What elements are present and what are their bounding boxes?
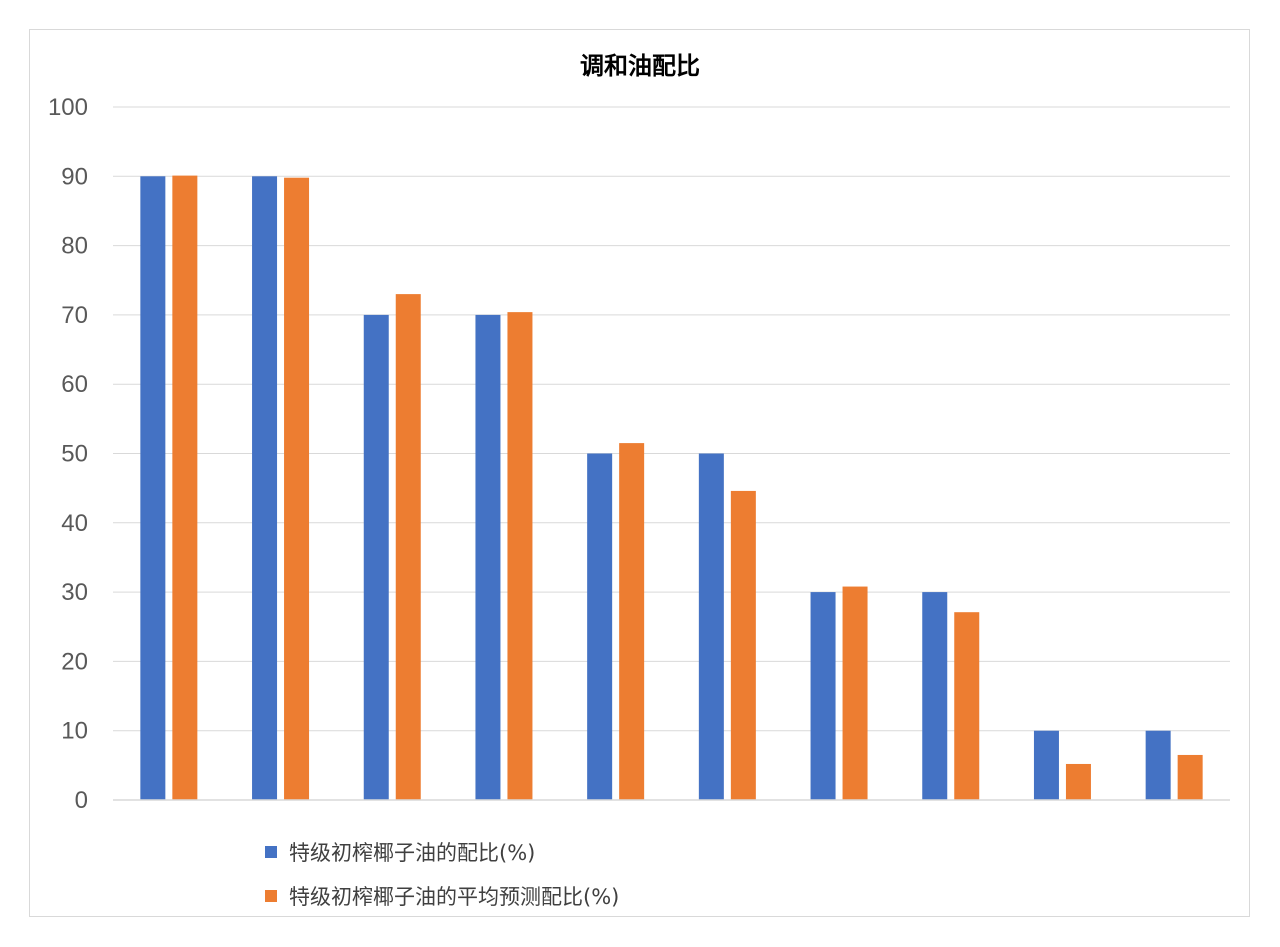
y-tick-label: 70	[61, 302, 88, 329]
y-axis-ticks: 0 10 20 30 40 50 60 70 80 90 100	[48, 94, 88, 814]
bar-series-1	[363, 314, 389, 800]
bar-series-1	[698, 453, 724, 800]
legend-item-series-2: 特级初榨椰子油的平均预测配比(%)	[265, 874, 619, 918]
bar-series-1	[1145, 730, 1171, 800]
bar-series-2	[1177, 754, 1203, 800]
y-tick-label: 10	[61, 718, 88, 745]
bar-series-1	[140, 176, 166, 801]
gridlines	[113, 106, 1230, 732]
y-tick-label: 40	[61, 510, 88, 537]
bar-series-2	[619, 443, 645, 800]
y-tick-label: 90	[61, 163, 88, 190]
y-tick-label: 30	[61, 579, 88, 606]
y-tick-label: 80	[61, 233, 88, 260]
bar-series-1	[587, 453, 613, 800]
bar-series-1	[922, 592, 948, 800]
y-tick-label: 100	[48, 94, 88, 121]
chart-title: 调和油配比	[580, 52, 700, 80]
bar-series-2	[954, 612, 980, 800]
bar-series-2	[395, 294, 421, 800]
bar-series-2	[730, 490, 756, 800]
bar-series-2	[842, 586, 868, 800]
legend-swatch-blue	[265, 846, 277, 858]
bar-series-1	[810, 592, 836, 800]
bars	[140, 175, 1203, 801]
bar-series-1	[475, 314, 501, 800]
y-tick-label: 0	[75, 787, 88, 814]
bar-series-1	[1033, 730, 1059, 800]
legend: 特级初榨椰子油的配比(%) 特级初榨椰子油的平均预测配比(%)	[265, 830, 619, 918]
legend-label-series-1: 特级初榨椰子油的配比(%)	[289, 841, 536, 865]
y-tick-label: 60	[61, 371, 88, 398]
bar-series-2	[507, 312, 533, 800]
bar-series-2	[172, 175, 198, 800]
y-tick-label: 20	[61, 648, 88, 675]
bar-series-1	[252, 176, 278, 801]
legend-label-series-2: 特级初榨椰子油的平均预测配比(%)	[289, 885, 620, 909]
legend-item-series-1: 特级初榨椰子油的配比(%)	[265, 830, 619, 874]
bar-series-2	[284, 177, 310, 800]
legend-swatch-orange	[265, 890, 277, 902]
bar-series-2	[1065, 763, 1091, 800]
y-tick-label: 50	[61, 441, 88, 468]
